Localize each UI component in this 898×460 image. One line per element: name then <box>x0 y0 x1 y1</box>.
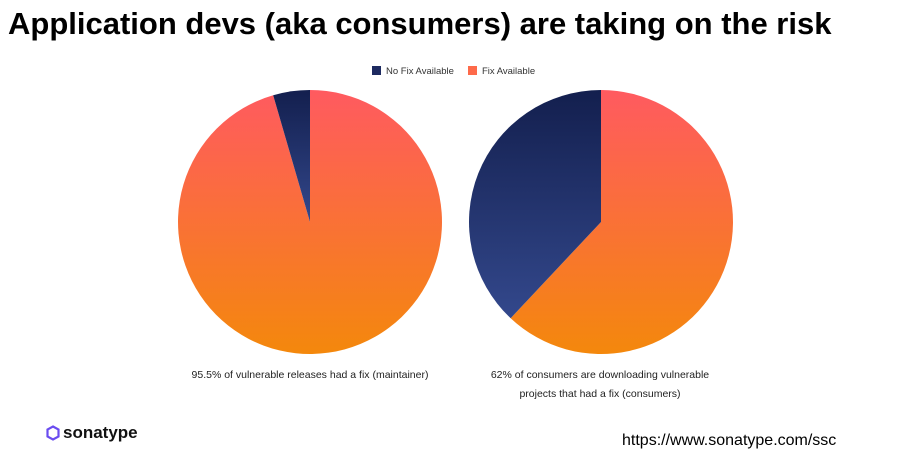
pie-1-slice-fix-available <box>178 90 443 354</box>
pie-1-slice-no-fix-available <box>273 90 310 222</box>
pie-2-slice-no-fix-available <box>469 90 601 319</box>
pie-2-slice-fix-available <box>510 90 734 354</box>
source-url[interactable]: https://www.sonatype.com/ssc <box>622 432 837 449</box>
hexagon-icon <box>46 425 60 441</box>
chart-legend: No Fix Available Fix Available <box>372 66 535 77</box>
caption-line-1: 62% of consumers are downloading vulnera… <box>490 369 710 381</box>
caption-line-2: projects that had a fix (consumers) <box>519 388 681 400</box>
caption-consumers: 62% of consumers are downloading vulnera… <box>440 366 760 404</box>
legend-fix: Fix Available <box>467 66 535 77</box>
legend-no-fix: No Fix Available <box>372 66 454 77</box>
slide-title: Application devs (aka consumers) are tak… <box>8 6 832 41</box>
sonatype-logo: sonatype <box>46 423 138 443</box>
caption-maintainer: 95.5% of vulnerable releases had a fix (… <box>191 369 429 381</box>
